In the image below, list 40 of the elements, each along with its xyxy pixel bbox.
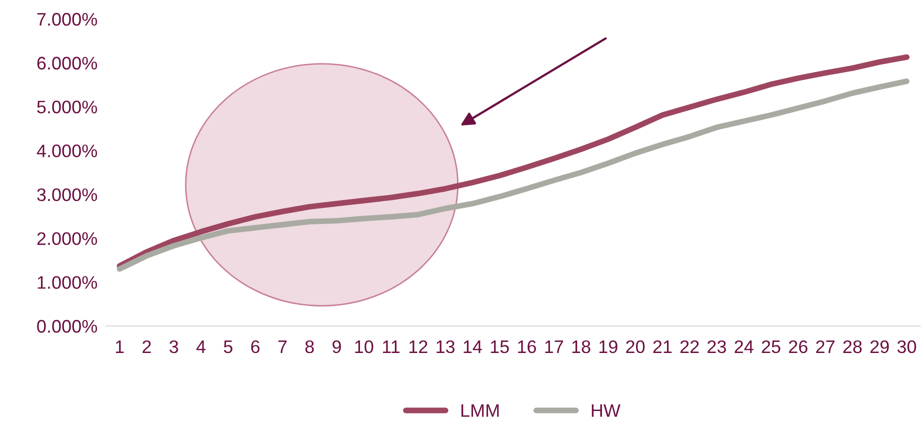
x-tick-label: 26	[789, 340, 808, 354]
y-tick-label: 1.000%	[38, 276, 98, 289]
x-tick-label: 28	[843, 340, 862, 354]
x-tick-label: 24	[734, 340, 754, 353]
x-tick-label: 20	[626, 340, 645, 354]
y-tick-label: 2.000%	[37, 232, 98, 246]
x-tick-label: 17	[545, 340, 564, 353]
x-tick-label: 27	[816, 340, 834, 353]
x-tick-label: 10	[355, 340, 374, 354]
x-tick-label: 18	[572, 340, 590, 354]
x-tick-label: 29	[870, 340, 889, 354]
x-tick-label: 12	[409, 340, 428, 353]
x-tick-label: 7	[278, 340, 287, 353]
x-tick-label: 23	[708, 340, 726, 354]
y-tick-label: 5.000%	[37, 100, 98, 114]
x-tick-label: 21	[653, 340, 672, 353]
x-tick-label: 16	[518, 340, 536, 354]
x-tick-label: 14	[464, 340, 482, 353]
x-tick-label: 15	[490, 340, 509, 354]
y-tick-label: 7.000%	[37, 12, 98, 26]
x-tick-label: 3	[170, 340, 178, 354]
x-tick-label: 8	[305, 340, 314, 354]
x-tick-label: 2	[142, 340, 151, 353]
x-tick-label: 4	[196, 340, 206, 353]
y-tick-label: 4.000%	[36, 144, 98, 158]
legend-label: HW	[592, 404, 620, 417]
x-tick-label: 22	[680, 340, 699, 353]
x-tick-label: 5	[224, 340, 232, 354]
x-tick-label: 9	[332, 340, 341, 354]
x-tick-label: 25	[762, 340, 780, 354]
x-tick-label: 11	[383, 340, 400, 353]
x-tick-label: 30	[897, 340, 916, 354]
y-tick-label: 6.000%	[37, 56, 98, 70]
x-tick-label: 19	[599, 340, 618, 354]
y-tick-label: 0.000%	[37, 320, 98, 333]
legend-label: LMM	[461, 404, 499, 417]
y-tick-label: 3.000%	[37, 188, 98, 202]
x-tick-label: 1	[116, 340, 124, 353]
x-tick-label: 13	[436, 340, 455, 354]
x-tick-label: 6	[251, 340, 260, 354]
